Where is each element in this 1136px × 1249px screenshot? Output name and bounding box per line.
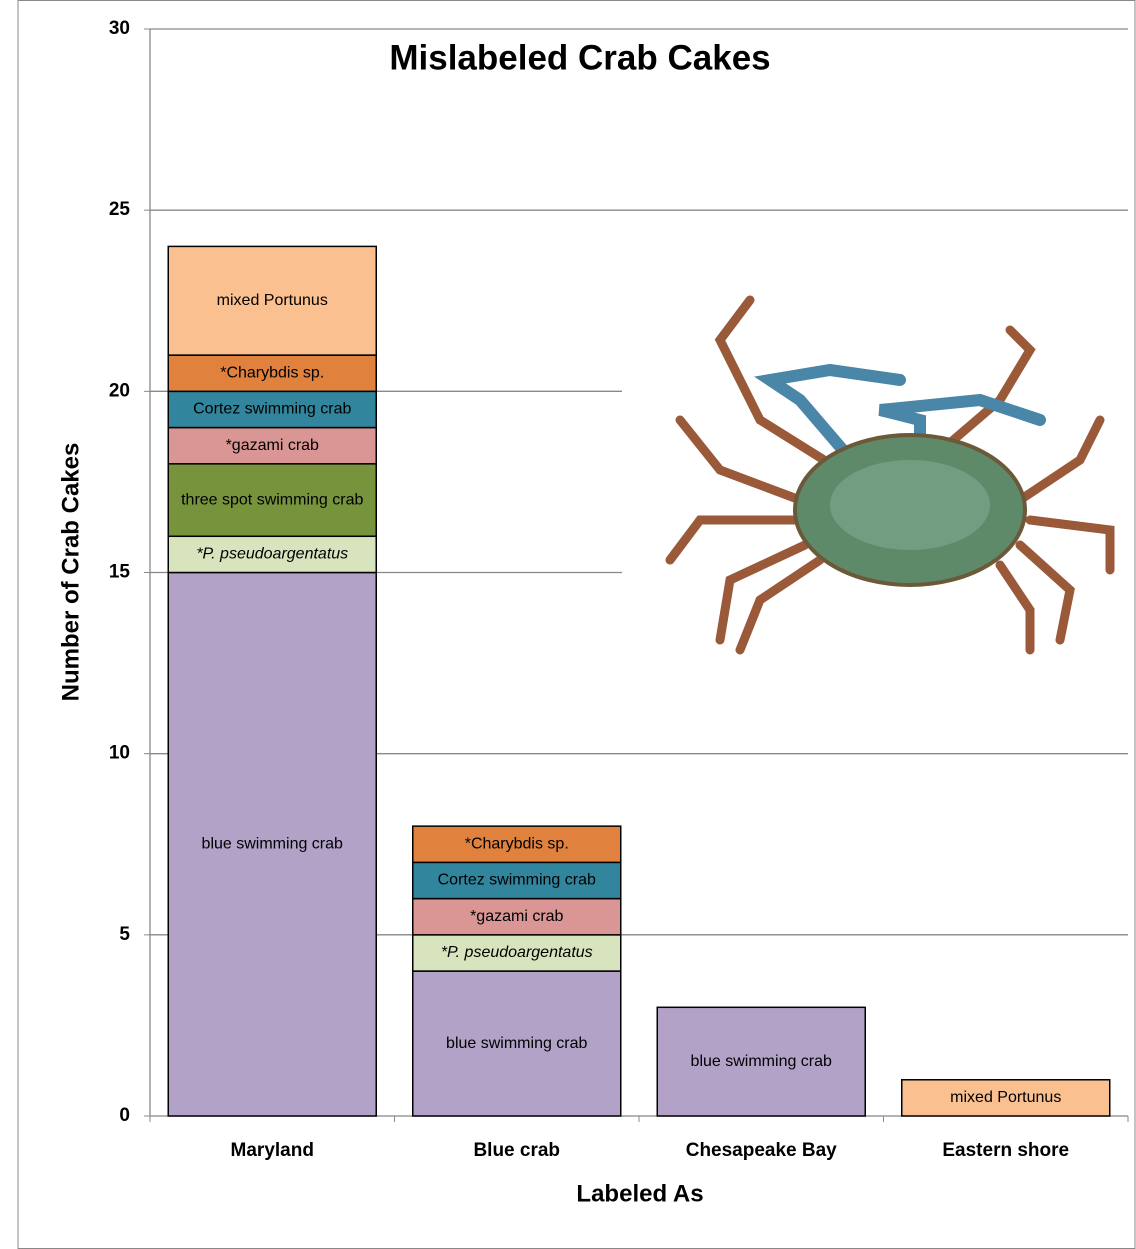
segment-label: *P. pseudoargentatus xyxy=(196,546,348,563)
segment-label: Cortez swimming crab xyxy=(193,401,351,418)
y-tick-label: 5 xyxy=(119,924,130,945)
y-tick-label: 0 xyxy=(119,1105,130,1126)
segment-label: blue swimming crab xyxy=(446,1035,587,1052)
segment-label: *gazami crab xyxy=(226,437,319,454)
segment-label: blue swimming crab xyxy=(691,1053,832,1070)
x-axis-label: Labeled As xyxy=(576,1180,703,1207)
segment-label: mixed Portunus xyxy=(950,1089,1061,1106)
x-tick-label: Maryland xyxy=(231,1140,314,1161)
segment-label: *P. pseudoargentatus xyxy=(441,944,593,961)
y-tick-label: 20 xyxy=(109,380,130,401)
y-tick-label: 30 xyxy=(109,18,130,39)
crab-image xyxy=(622,300,1128,670)
y-axis-label: Number of Crab Cakes xyxy=(57,443,84,702)
segment-label: mixed Portunus xyxy=(217,292,328,309)
x-tick-label: Blue crab xyxy=(473,1140,560,1161)
x-tick-label: Eastern shore xyxy=(942,1140,1069,1161)
segment-label: *Charybdis sp. xyxy=(220,364,324,381)
y-tick-label: 10 xyxy=(109,743,130,764)
chart-title: Mislabeled Crab Cakes xyxy=(389,38,770,77)
segment-label: blue swimming crab xyxy=(202,835,343,852)
segment-label: *gazami crab xyxy=(470,908,563,925)
segment-label: three spot swimming crab xyxy=(181,491,363,508)
segment-label: *Charybdis sp. xyxy=(465,835,569,852)
y-tick-label: 15 xyxy=(109,562,131,583)
chart: blue swimming crab *P. pseudoargentatus th… xyxy=(0,0,1136,1249)
y-tick-label: 25 xyxy=(109,199,131,220)
segment-label: Cortez swimming crab xyxy=(438,872,596,889)
x-tick-label: Chesapeake Bay xyxy=(686,1140,837,1161)
